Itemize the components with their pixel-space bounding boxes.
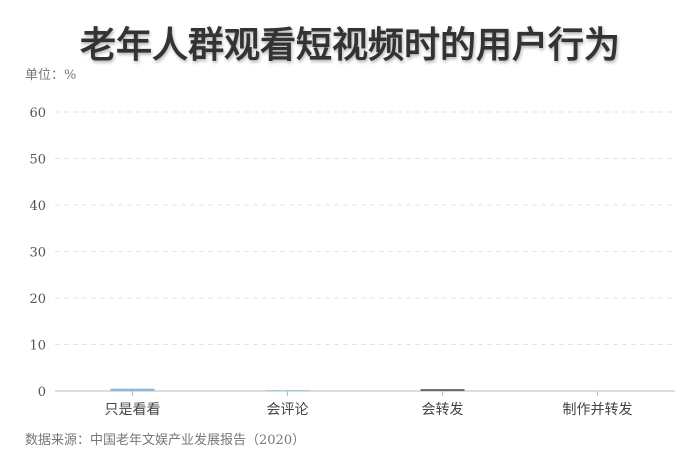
y-tick-label: 20 <box>29 292 46 307</box>
unit-label: 单位：% <box>25 68 77 83</box>
x-tick-label: 会评论 <box>267 402 309 418</box>
y-tick-label: 50 <box>29 153 46 168</box>
y-tick-label: 0 <box>38 385 46 400</box>
source-note: 数据来源：中国老年文娱产业发展报告（2020） <box>25 433 306 448</box>
y-tick-label: 40 <box>29 199 46 214</box>
x-tick-label: 制作并转发 <box>563 402 633 418</box>
x-tick-label: 只是看看 <box>105 402 161 418</box>
bar <box>575 390 620 391</box>
y-tick-label: 30 <box>29 246 46 261</box>
chart-title: 老年人群观看短视频时的用户行为 <box>79 24 620 66</box>
bar <box>420 389 465 391</box>
y-tick-label: 60 <box>29 106 46 121</box>
bar <box>110 388 155 391</box>
x-tick-label: 会转发 <box>422 402 464 418</box>
y-tick-label: 10 <box>29 339 46 354</box>
bar <box>265 390 310 391</box>
